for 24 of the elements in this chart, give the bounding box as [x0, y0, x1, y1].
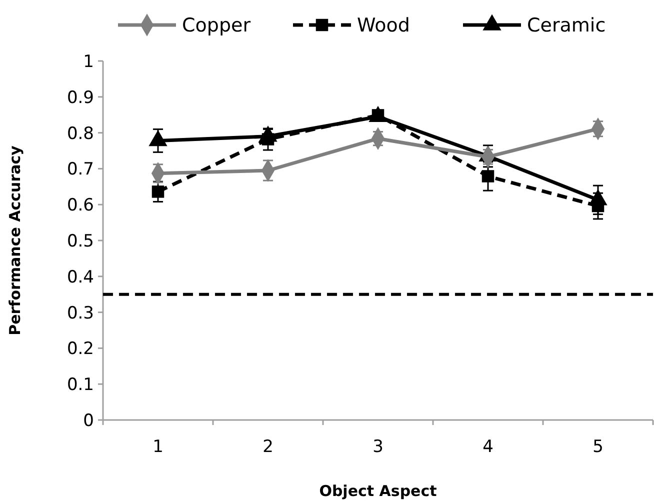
y-axis-title: Performance Accuracy — [6, 145, 24, 336]
y-tick-label: 0.4 — [66, 267, 94, 288]
legend-label: Ceramic — [527, 14, 606, 37]
y-tick-label: 0.6 — [66, 196, 94, 216]
y-tick-label: 0.5 — [66, 231, 94, 252]
y-tick-label: 0.9 — [66, 88, 94, 108]
x-axis-title: Object Aspect — [319, 482, 437, 500]
x-tick-label: 4 — [482, 437, 494, 457]
point — [482, 170, 494, 182]
y-tick-label: 0.1 — [66, 375, 94, 396]
x-tick-label: 2 — [262, 437, 274, 457]
legend-label: Copper — [182, 14, 251, 37]
y-tick-label: 0 — [83, 410, 94, 431]
x-tick-label: 5 — [592, 437, 604, 457]
x-tick-label: 1 — [152, 437, 164, 457]
x-tick-label: 3 — [372, 437, 384, 457]
y-tick-label: 1 — [83, 52, 94, 72]
point — [592, 200, 604, 212]
y-tick-label: 0.2 — [66, 339, 94, 360]
point — [152, 186, 164, 198]
y-tick-label: 0.3 — [66, 303, 94, 324]
y-tick-label: 0.8 — [66, 124, 94, 144]
y-tick-label: 0.7 — [66, 160, 94, 180]
legend-label: Wood — [357, 14, 410, 37]
